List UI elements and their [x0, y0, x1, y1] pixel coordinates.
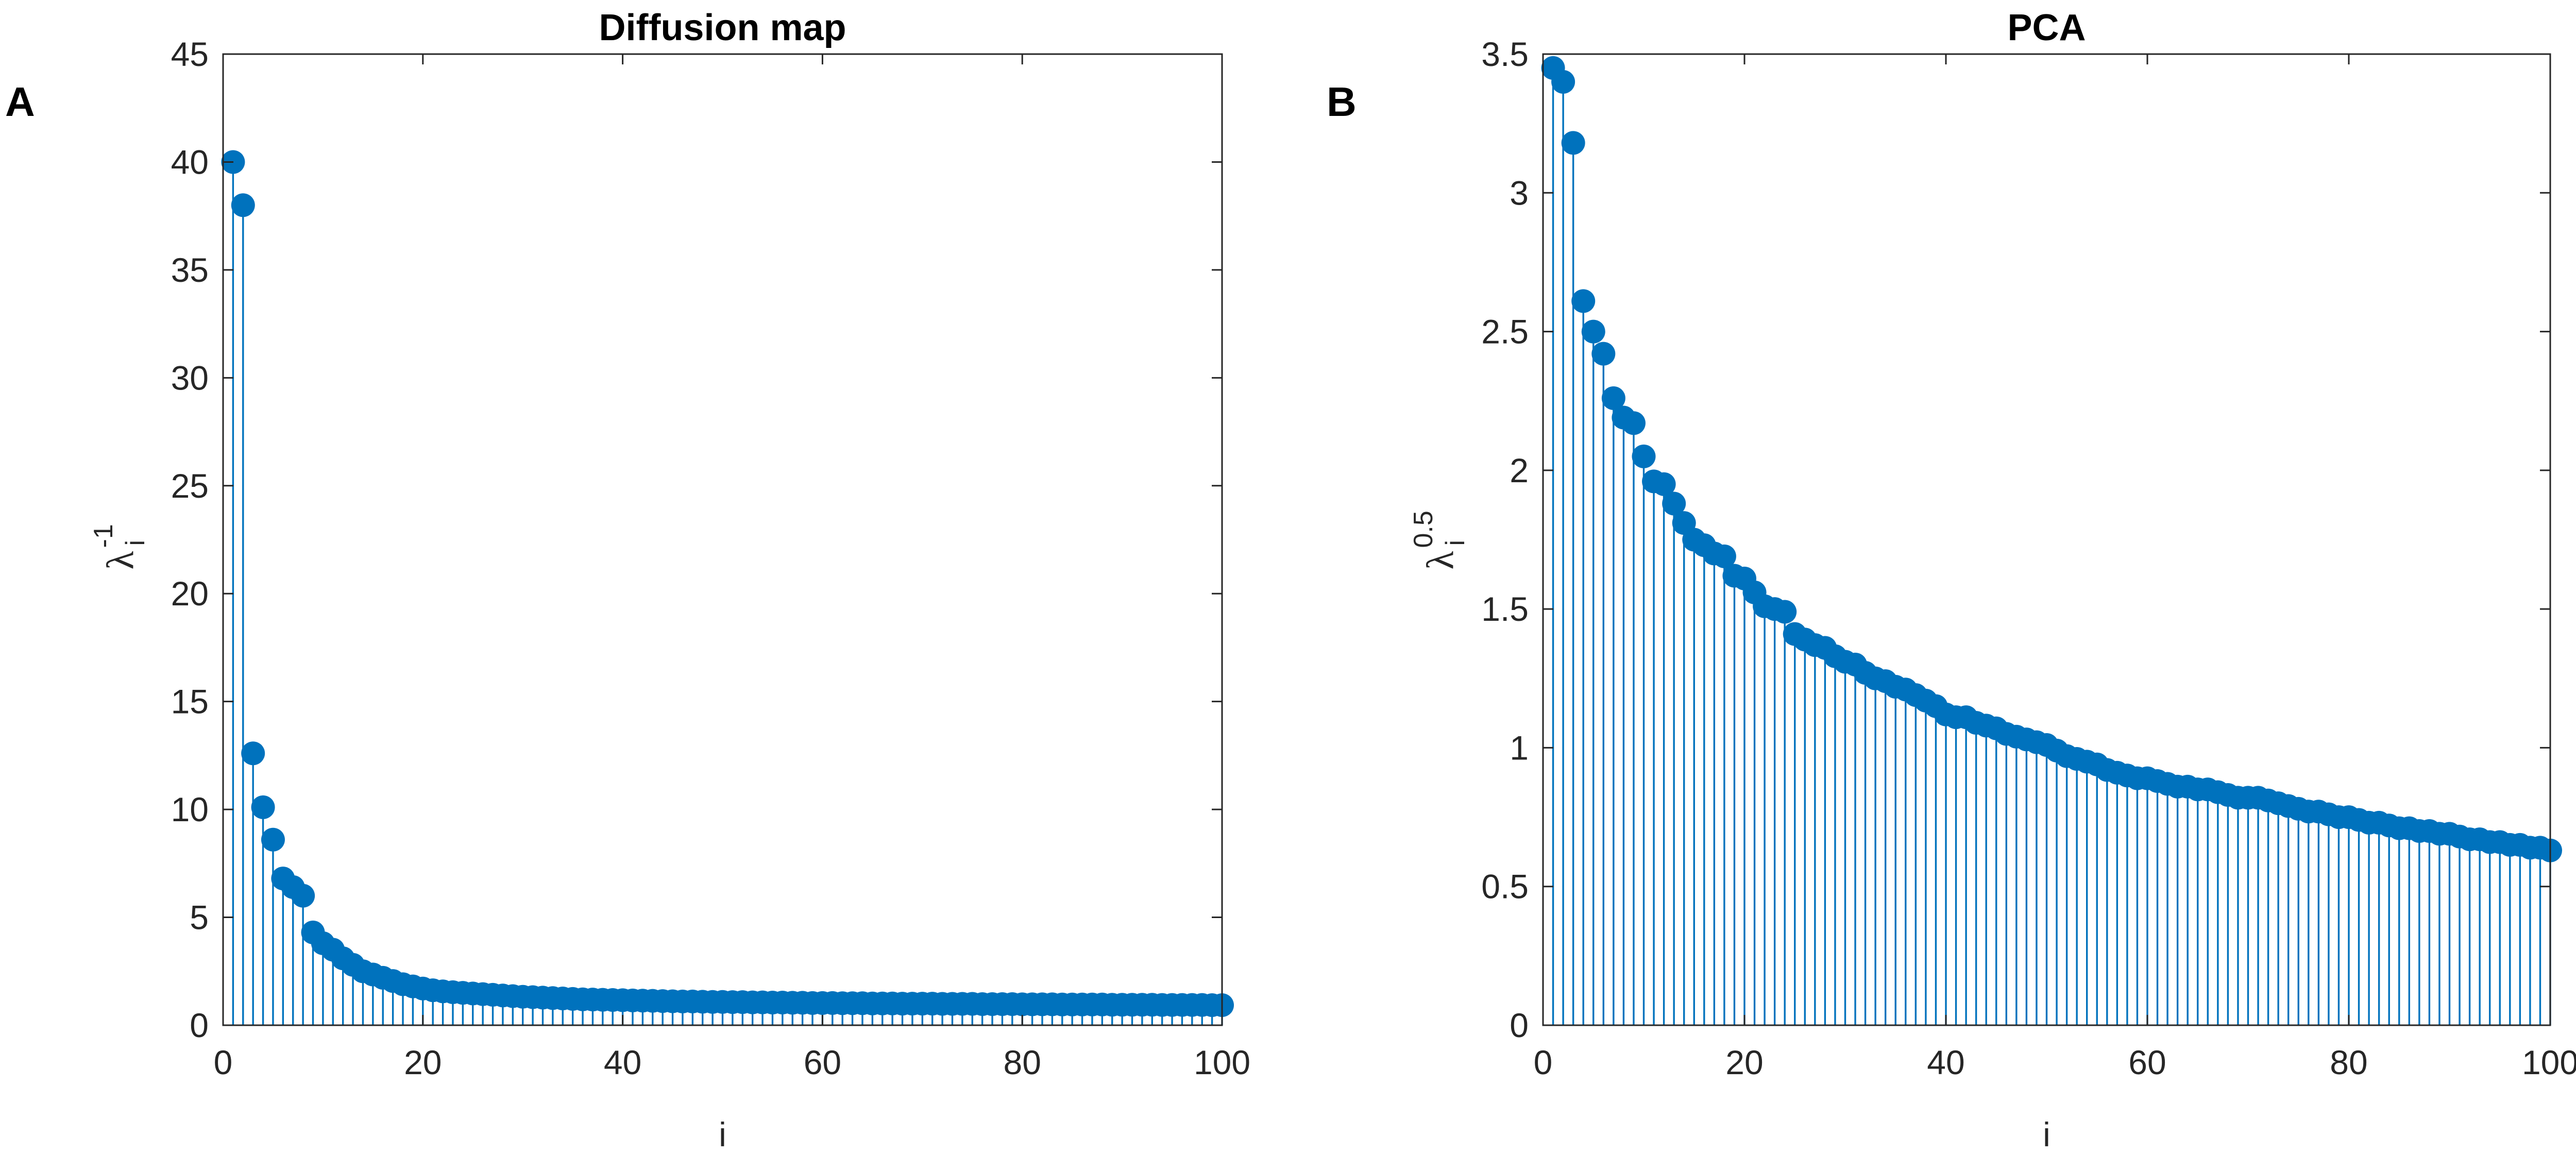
stem-series: [232, 162, 1223, 1025]
panel-a: A Diffusion map 0 20 40 60 80 100 0 5 10 15 20 25 30 35…: [5, 7, 1250, 1153]
y-axis-label-subscript: i: [121, 540, 150, 546]
plot-frame: [1542, 53, 2551, 1026]
data-point: [1662, 491, 1686, 516]
data-point: [1561, 131, 1585, 155]
x-tick-label: 80: [1003, 1043, 1041, 1081]
x-tick-label: 20: [404, 1043, 442, 1081]
data-point: [1652, 472, 1676, 496]
x-axis: 0 20 40 60 80 100: [1534, 54, 2576, 1081]
plot-frame: [222, 53, 1223, 1026]
y-axis-label: λi0.5: [1409, 511, 1470, 569]
data-point: [1591, 342, 1616, 366]
x-tick-label: 60: [2128, 1043, 2166, 1081]
x-axis-label: i: [719, 1115, 726, 1153]
data-point: [1712, 544, 1736, 568]
y-axis-label-symbol: λ: [99, 551, 142, 569]
y-tick-label: 25: [171, 467, 209, 505]
data-point: [261, 827, 285, 852]
y-tick-label: 1.5: [1481, 590, 1529, 628]
data-point: [251, 795, 275, 819]
y-tick-label: 0: [1510, 1006, 1529, 1044]
x-tick-label: 100: [1194, 1043, 1250, 1081]
data-point: [1581, 319, 1605, 344]
data-point: [1571, 289, 1596, 313]
data-point: [1601, 386, 1625, 410]
panel-label: B: [1327, 79, 1357, 125]
y-axis-label-superscript: -1: [89, 524, 118, 548]
y-tick-label: 20: [171, 574, 209, 613]
x-tick-label: 0: [214, 1043, 233, 1081]
y-tick-label: 3.5: [1481, 35, 1529, 73]
y-axis-label: λi-1: [89, 524, 150, 569]
data-point: [1632, 444, 1656, 468]
x-axis-label: i: [2043, 1115, 2050, 1153]
data-point: [231, 193, 255, 217]
x-tick-label: 40: [1927, 1043, 1964, 1081]
stem-series: [1552, 67, 2551, 1025]
y-axis: 0 0.5 1 1.5 2 2.5 3 3.5: [1481, 35, 2550, 1044]
y-axis-label-symbol: λ: [1419, 551, 1462, 569]
chart-title: Diffusion map: [599, 7, 846, 48]
y-tick-label: 15: [171, 683, 209, 721]
data-point: [1621, 411, 1646, 435]
y-tick-label: 0: [190, 1006, 209, 1044]
x-tick-label: 0: [1534, 1043, 1553, 1081]
x-axis: 0 20 40 60 80 100: [214, 54, 1250, 1081]
y-tick-label: 1: [1510, 728, 1529, 767]
y-tick-label: 3: [1510, 174, 1529, 212]
y-tick-label: 45: [171, 35, 209, 73]
y-axis-label-subscript: i: [1440, 540, 1470, 546]
y-tick-label: 40: [171, 143, 209, 181]
x-tick-label: 100: [2522, 1043, 2576, 1081]
y-tick-label: 10: [171, 790, 209, 828]
y-tick-label: 0.5: [1481, 868, 1529, 906]
y-tick-label: 30: [171, 359, 209, 397]
data-point: [1773, 600, 1797, 624]
x-tick-label: 60: [804, 1043, 841, 1081]
data-point: [291, 884, 315, 908]
chart-title: PCA: [2007, 7, 2086, 48]
data-point: [1551, 70, 1575, 94]
x-tick-label: 20: [1725, 1043, 1763, 1081]
y-tick-label: 2: [1510, 451, 1529, 489]
y-tick-label: 5: [190, 898, 209, 937]
x-tick-label: 80: [2330, 1043, 2367, 1081]
panel-label: A: [5, 79, 35, 125]
data-point: [241, 741, 265, 766]
marker-series: [221, 150, 1234, 1018]
y-tick-label: 35: [171, 251, 209, 289]
marker-series: [1541, 56, 2562, 862]
y-axis: 0 5 10 15 20 25 30 35 40 45: [171, 35, 1222, 1044]
y-tick-label: 2.5: [1481, 313, 1529, 351]
x-tick-label: 40: [604, 1043, 641, 1081]
y-axis-label-superscript: 0.5: [1409, 511, 1438, 548]
